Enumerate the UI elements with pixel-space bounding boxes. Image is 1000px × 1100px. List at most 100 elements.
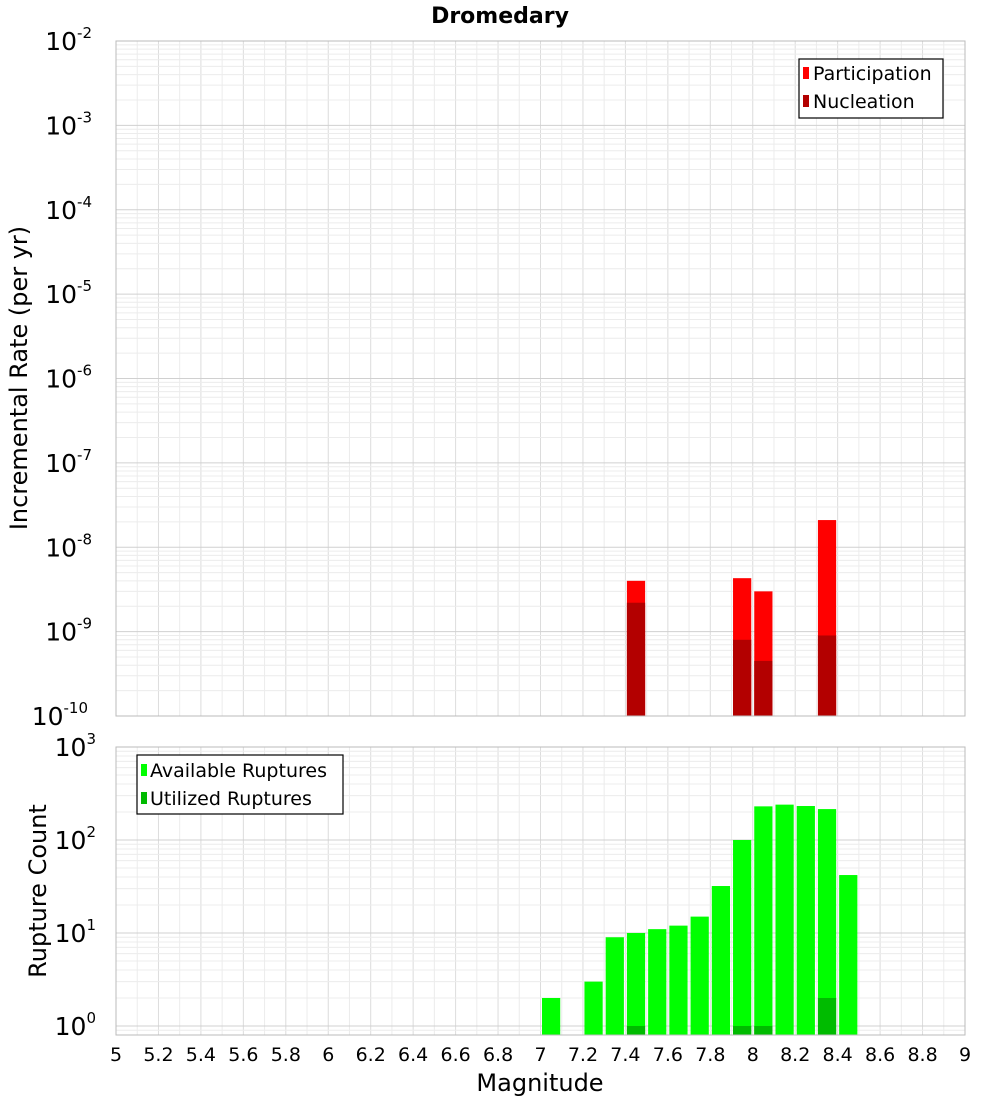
rate-y-tick-label: 10-4 [45,193,92,225]
rate-y-tick-base: 10 [45,533,77,562]
rate-bars [626,520,837,716]
count-series-0-bar [690,916,709,1035]
x-tick-label: 7.8 [695,1044,725,1066]
count-y-tick-base: 10 [55,1012,87,1041]
count-y-tick-exponent: 3 [86,730,96,748]
count-plot-border [115,746,966,1036]
x-tick-label: 5 [110,1044,122,1066]
count-y-tick-exponent: 1 [86,916,96,934]
rate-y-tick-exponent: -10 [64,699,89,717]
x-tick-label: 8 [747,1044,759,1066]
count-y-tick-exponent: 2 [86,823,96,841]
rate-y-tick-exponent: -9 [77,615,92,633]
available-legend-label: Available Ruptures [150,760,327,782]
count-y-tick-base: 10 [55,919,87,948]
rate-y-tick-label: 10-3 [45,108,92,140]
count-series-0-bar [711,886,731,1035]
utilized-legend-label: Utilized Ruptures [150,788,312,810]
available-legend-swatch [141,764,147,776]
rate-y-tick-exponent: -3 [77,108,92,126]
count-series-0-bar [754,806,773,1035]
x-tick-label: 5.8 [271,1044,301,1066]
x-tick-label: 8.6 [865,1044,895,1066]
count-series-0-bar [648,929,667,1035]
x-tick-label: 7.2 [568,1044,598,1066]
rate-y-tick-label: 10-8 [45,530,92,562]
rate-y-tick-label: 10-6 [45,362,92,394]
rate-grid [115,40,966,717]
count-series-0-bar [626,932,646,1035]
x-tick-label: 8.2 [780,1044,810,1066]
count-series-1-bar [626,1025,646,1035]
count-series-0-bar [733,839,752,1035]
count-bars [542,804,858,1035]
count-y-tick-exponent: 0 [86,1009,96,1027]
rate-y-tick-base: 10 [45,449,77,478]
x-tick-label: 6.8 [483,1044,513,1066]
x-tick-label: 5.4 [186,1044,216,1066]
rate-y-tick-base: 10 [45,365,77,394]
count-y-tick-base: 10 [55,733,87,762]
x-tick-label: 6.6 [440,1044,470,1066]
rate-legend: Participation Nucleation [798,58,944,119]
x-tick-label: 6 [322,1044,334,1066]
rate-y-axis-title: Incremental Rate (per yr) [5,226,33,530]
count-y-tick-label: 100 [55,1009,96,1041]
count-series-0-bar [817,809,837,1035]
x-tick-label: 7.6 [653,1044,683,1066]
rate-y-tick-base: 10 [32,702,64,731]
rate-y-tick-base: 10 [45,618,77,647]
count-y-tick-label: 103 [55,730,96,762]
rate-plot-border [115,40,966,717]
rate-y-tick-exponent: -2 [77,24,92,42]
count-series-0-bar [796,806,815,1035]
rate-series-1-bar [817,635,837,716]
count-y-axis-title: Rupture Count [24,804,52,978]
x-tick-label: 9 [959,1044,971,1066]
count-legend-box [136,754,344,815]
rate-y-tick-base: 10 [45,111,77,140]
utilized-legend-swatch [141,792,147,804]
count-y-tick-label: 102 [55,823,96,855]
count-series-1-bar [817,997,837,1035]
count-series-0-bar [839,875,858,1035]
rate-y-tick-base: 10 [45,27,77,56]
count-series-1-bar [754,1025,773,1035]
count-series-0-bar [775,804,794,1035]
rate-y-tick-exponent: -5 [77,277,92,295]
x-axis-ticks: 5 5.2 5.4 5.6 5.8 6 6.2 6.4 6.6 6.8 7 7.2 7.4 7.6 7.8 8… [110,1044,971,1066]
count-series-0-bar [669,925,688,1035]
x-tick-label: 8.4 [823,1044,853,1066]
x-tick-label: 5.2 [143,1044,173,1066]
rate-y-tick-label: 10-2 [45,24,92,56]
x-tick-label: 6.2 [356,1044,386,1066]
count-legend: Available Ruptures Utilized Ruptures [136,754,344,815]
rate-panel: 10-210-310-410-510-610-710-810-910-10 In… [5,24,966,731]
x-axis-title: Magnitude [476,1069,603,1097]
x-tick-label: 7.4 [610,1044,640,1066]
nucleation-legend-label: Nucleation [813,91,915,113]
rate-y-tick-label: 10-9 [45,615,92,647]
rate-series-1-bar [626,602,646,716]
rate-y-tick-label: 10-7 [45,446,92,478]
x-tick-label: 8.8 [907,1044,937,1066]
x-tick-label: 7 [534,1044,546,1066]
rate-y-tick-exponent: -7 [77,446,92,464]
rate-y-tick-base: 10 [45,196,77,225]
count-y-tick-base: 10 [55,826,87,855]
count-series-0-bar [542,997,561,1035]
rate-y-ticks: 10-210-310-410-510-610-710-810-910-10 [32,24,92,731]
rate-y-tick-exponent: -8 [77,530,92,548]
rate-y-tick-label: 10-5 [45,277,92,309]
rate-series-1-bar [733,639,752,716]
rate-series-1-bar [754,660,773,716]
count-series-0-bar [584,981,603,1035]
rate-y-tick-exponent: -6 [77,362,92,380]
rate-y-tick-label: 10-10 [32,699,88,731]
count-series-0-bar [605,937,624,1035]
nucleation-legend-swatch [803,95,809,107]
x-tick-label: 6.4 [398,1044,428,1066]
